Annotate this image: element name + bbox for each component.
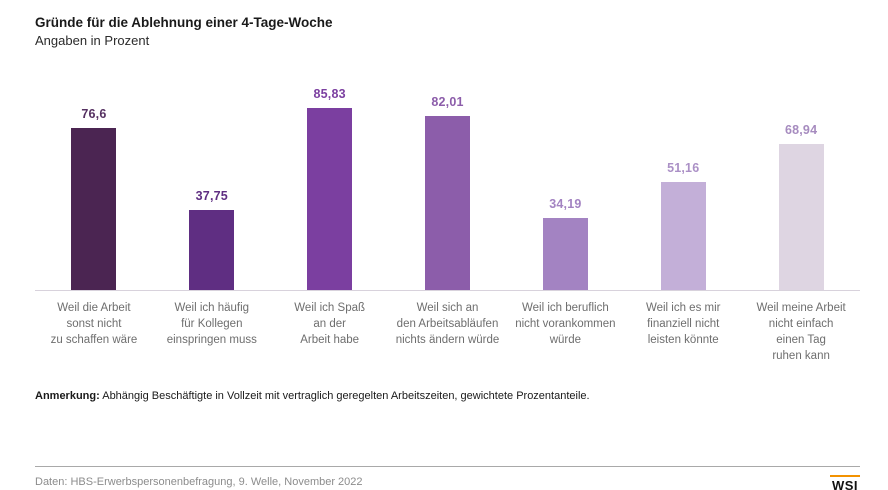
logo-text: WSI [830,478,860,490]
bar-value-label: 85,83 [313,86,346,101]
bar-column: 37,75 [153,86,271,290]
note-text: Abhängig Beschäftigte in Vollzeit mit ve… [99,390,590,403]
category-label: Weil die Arbeit sonst nicht zu schaffen wä… [50,301,138,346]
bar-column: 34,19 [506,86,624,290]
bar-column: 85,83 [271,86,389,290]
bar-chart: 76,6 37,75 85,83 82,01 34,19 51,16 68,94 Weil … [35,86,860,364]
bar-value-label: 82,01 [431,94,464,109]
bar [542,217,588,290]
data-source-text: Daten: HBS-Erwerbspersonenbefragung, 9. … [35,476,363,489]
bar-value-label: 51,16 [667,160,700,175]
page-subtitle: Angaben in Prozent [35,33,150,49]
bar-column: 76,6 [35,86,153,290]
chart-header: Gründe für die Ablehnung einer 4-Tage-Wo… [35,14,860,50]
bar-value-label: 34,19 [549,196,582,211]
bar [307,107,353,290]
page-title: Gründe für die Ablehnung einer 4-Tage-Wo… [35,15,333,30]
bar [778,143,824,290]
category-label: Weil ich Spaß an der Arbeit habe [294,301,366,346]
bar-column: 82,01 [389,86,507,290]
bar [71,127,117,290]
bar-value-label: 76,6 [81,106,107,121]
bar-column: 68,94 [742,86,860,290]
category-label: Weil meine Arbeit nicht einfach einen Tag r… [756,301,846,363]
category-label: Weil sich an den Arbeitsabläufen nichts än… [395,301,500,346]
category-label: Weil ich beruflich nicht vorankommen würde [515,301,616,346]
bar-value-label: 37,75 [195,188,228,203]
note-label: Anmerkung: [35,390,100,403]
logo-orange-bar-icon [830,475,860,478]
chart-footer: Daten: HBS-Erwerbspersonenbefragung, 9. … [35,466,860,490]
bar [189,209,235,290]
chart-note: Anmerkung: Abhängig Beschäftigte in Voll… [35,390,860,466]
bar-column: 51,16 [624,86,742,290]
bar-value-label: 68,94 [784,122,818,137]
wsi-logo: WSI [830,475,860,490]
chart-category-axis: Weil die Arbeit sonst nicht zu schaffen wä… [35,291,860,364]
bar [425,115,470,290]
category-label: Weil ich häufig für Kollegen einspringen m… [166,301,257,346]
chart-plot-area: 76,6 37,75 85,83 82,01 34,19 51,16 68,94 [35,86,860,291]
bar [660,181,706,290]
category-label: Weil ich es mir finanziell nicht leisten k… [645,301,721,346]
